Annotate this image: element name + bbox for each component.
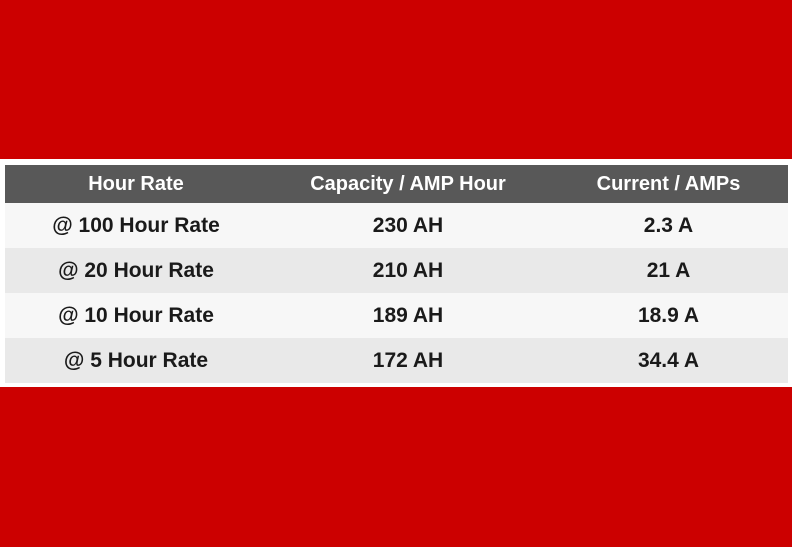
table-frame: Hour Rate Capacity / AMP Hour Current / … <box>0 159 792 387</box>
bottom-red-band <box>0 387 792 547</box>
table-row: @ 100 Hour Rate 230 AH 2.3 A <box>5 203 788 248</box>
cell-current: 21 A <box>549 248 788 293</box>
top-red-band <box>0 0 792 159</box>
header-capacity: Capacity / AMP Hour <box>267 165 549 203</box>
battery-rate-table: Hour Rate Capacity / AMP Hour Current / … <box>5 165 788 383</box>
cell-current: 18.9 A <box>549 293 788 338</box>
cell-hour-rate: @ 5 Hour Rate <box>5 338 267 383</box>
cell-capacity: 172 AH <box>267 338 549 383</box>
cell-current: 34.4 A <box>549 338 788 383</box>
table-row: @ 5 Hour Rate 172 AH 34.4 A <box>5 338 788 383</box>
cell-hour-rate: @ 10 Hour Rate <box>5 293 267 338</box>
header-current: Current / AMPs <box>549 165 788 203</box>
cell-hour-rate: @ 20 Hour Rate <box>5 248 267 293</box>
header-hour-rate: Hour Rate <box>5 165 267 203</box>
cell-hour-rate: @ 100 Hour Rate <box>5 203 267 248</box>
table-row: @ 10 Hour Rate 189 AH 18.9 A <box>5 293 788 338</box>
header-row: Hour Rate Capacity / AMP Hour Current / … <box>5 165 788 203</box>
cell-capacity: 230 AH <box>267 203 549 248</box>
table-row: @ 20 Hour Rate 210 AH 21 A <box>5 248 788 293</box>
cell-capacity: 189 AH <box>267 293 549 338</box>
cell-current: 2.3 A <box>549 203 788 248</box>
cell-capacity: 210 AH <box>267 248 549 293</box>
